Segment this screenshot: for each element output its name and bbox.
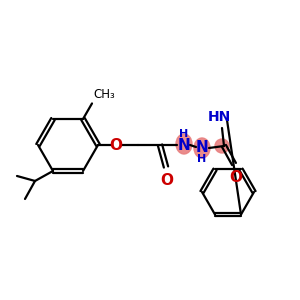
Text: H: H [179,129,189,139]
Text: N: N [196,140,208,155]
Text: N: N [178,137,190,152]
Text: H: H [197,154,207,164]
Text: HN: HN [207,110,231,124]
Text: CH₃: CH₃ [93,88,115,101]
Text: O: O [110,137,122,152]
Text: O: O [160,173,173,188]
Ellipse shape [215,139,229,153]
Text: O: O [230,170,242,185]
Ellipse shape [176,134,192,154]
Ellipse shape [194,138,210,158]
